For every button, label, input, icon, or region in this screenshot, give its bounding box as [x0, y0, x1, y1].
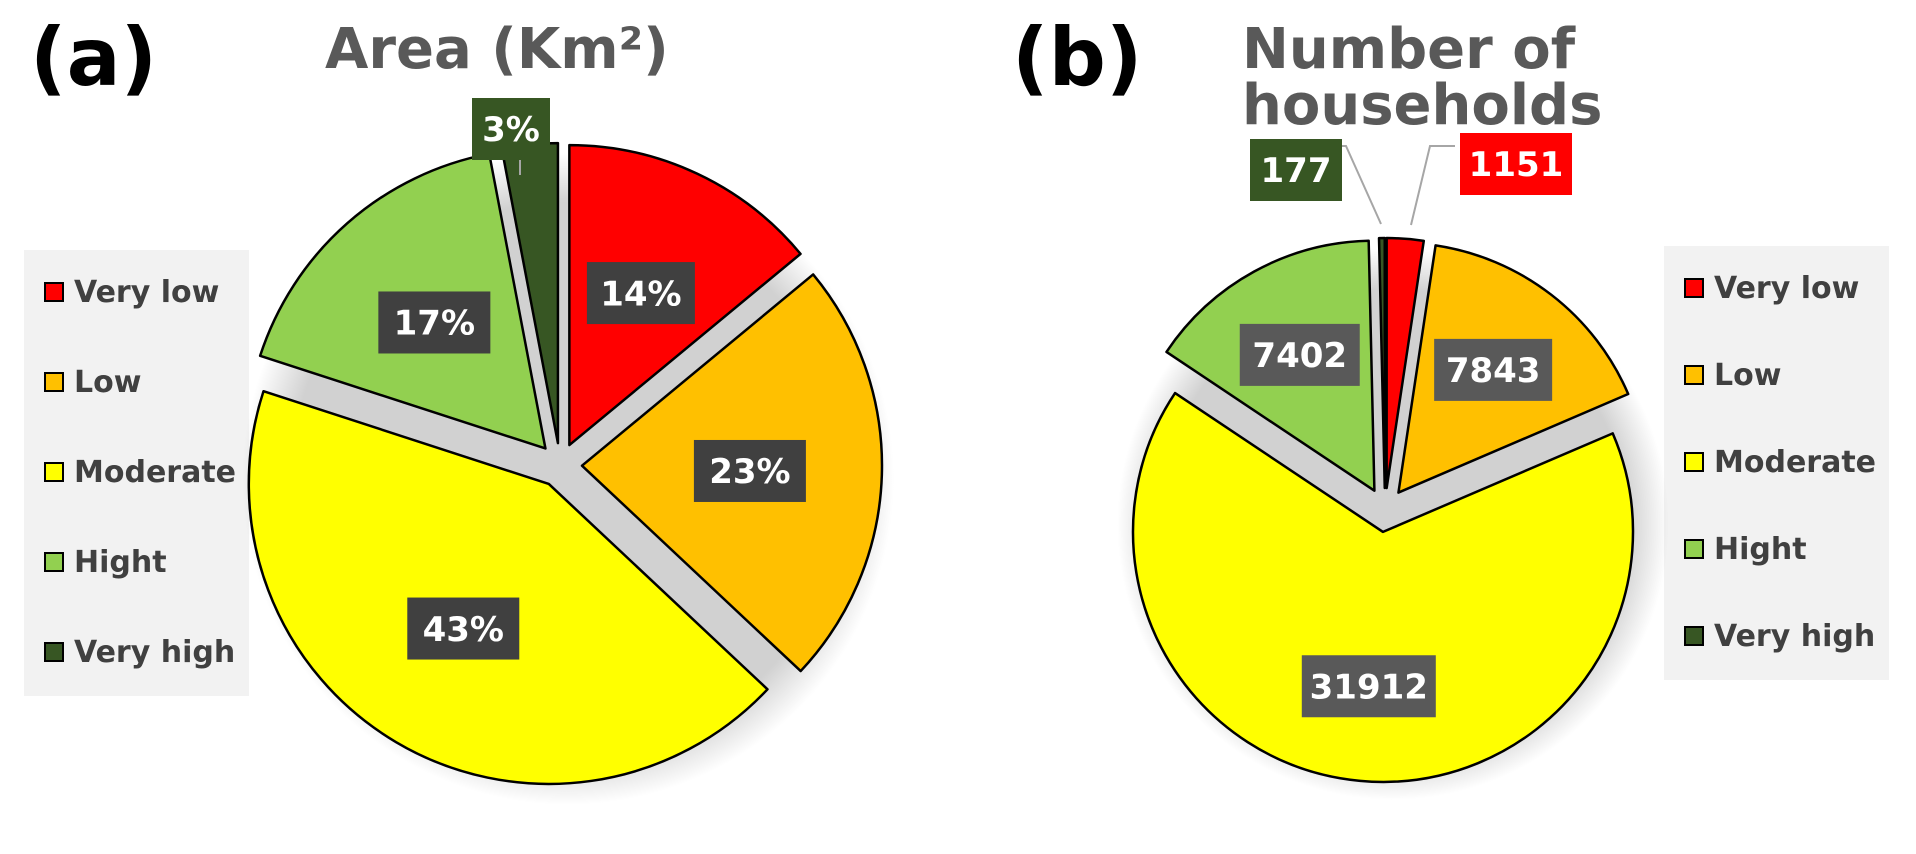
- data-label-box: [1250, 139, 1342, 201]
- data-label: 7402: [1252, 336, 1347, 376]
- pie-slice-moderate: [247, 389, 769, 786]
- legend-label: Very high: [74, 634, 236, 670]
- data-label: 23%: [709, 452, 790, 492]
- legend-swatch-very-high: [44, 642, 64, 662]
- panel-b-title: Number of households: [1242, 17, 1603, 138]
- legend-item-low: Low: [1684, 355, 1781, 395]
- pie-chart-area: 14% 23% 43% 17% 3%: [242, 98, 894, 805]
- data-label-box: [1460, 133, 1572, 195]
- data-label-box: [1301, 655, 1436, 718]
- pie-slice-very-high: [1377, 236, 1386, 490]
- data-label-box: [407, 597, 520, 660]
- panel-a-letter: (a): [30, 11, 158, 104]
- legend-label: Low: [74, 364, 142, 400]
- legend-item-hight: Hight: [44, 542, 167, 582]
- legend-item-moderate: Moderate: [1684, 442, 1876, 482]
- legend-item-low: Low: [44, 362, 141, 402]
- panel-b-legend: Very low Low Moderate Hight Very high: [1664, 246, 1889, 680]
- legend-label: Moderate: [1714, 444, 1877, 480]
- legend-label: Moderate: [74, 454, 237, 490]
- data-label: 31912: [1310, 667, 1428, 707]
- legend-swatch-very-high: [1684, 626, 1704, 646]
- panel-b-letter: (b): [1012, 11, 1143, 104]
- data-label-box: [586, 262, 695, 325]
- legend-swatch-low: [44, 372, 64, 392]
- legend-swatch-moderate: [44, 462, 64, 482]
- legend-label: Hight: [1714, 531, 1807, 567]
- data-label: 43%: [423, 610, 504, 650]
- legend-item-very-high: Very high: [1684, 616, 1875, 656]
- data-label: 177: [1261, 151, 1332, 191]
- pie-slice-very-low: [1385, 236, 1426, 490]
- data-label: 17%: [394, 304, 475, 344]
- legend-swatch-moderate: [1684, 452, 1704, 472]
- pie-slice-moderate: [1131, 391, 1635, 784]
- legend-item-moderate: Moderate: [44, 452, 236, 492]
- legend-swatch-hight: [44, 552, 64, 572]
- data-label: 7843: [1446, 351, 1541, 391]
- legend-swatch-hight: [1684, 539, 1704, 559]
- data-label-box: [378, 291, 491, 354]
- leader-line: [1410, 145, 1455, 226]
- data-label: 1151: [1469, 145, 1564, 185]
- legend-label: Very low: [1714, 270, 1860, 306]
- legend-label: Very low: [74, 274, 220, 310]
- data-label: 3%: [482, 110, 540, 150]
- data-label-box: [693, 439, 806, 502]
- legend-label: Hight: [74, 544, 167, 580]
- legend-swatch-low: [1684, 365, 1704, 385]
- data-label-box: [1434, 338, 1553, 401]
- legend-swatch-very-low: [44, 282, 64, 302]
- legend-item-very-low: Very low: [1684, 268, 1859, 308]
- panel-a-title: Area (Km²): [325, 17, 669, 82]
- legend-item-very-low: Very low: [44, 272, 219, 312]
- panel-a-legend: Very low Low Moderate Hight Very high: [24, 250, 249, 696]
- data-label: 14%: [600, 274, 681, 314]
- data-label-box: [472, 98, 550, 160]
- pie-chart-households: 1151 7843 31912 7402 177: [1117, 133, 1669, 800]
- data-label-box: [1239, 323, 1360, 386]
- legend-label: Low: [1714, 357, 1782, 393]
- legend-label: Very high: [1714, 618, 1876, 654]
- legend-swatch-very-low: [1684, 278, 1704, 298]
- legend-item-very-high: Very high: [44, 632, 235, 672]
- legend-item-hight: Hight: [1684, 529, 1807, 569]
